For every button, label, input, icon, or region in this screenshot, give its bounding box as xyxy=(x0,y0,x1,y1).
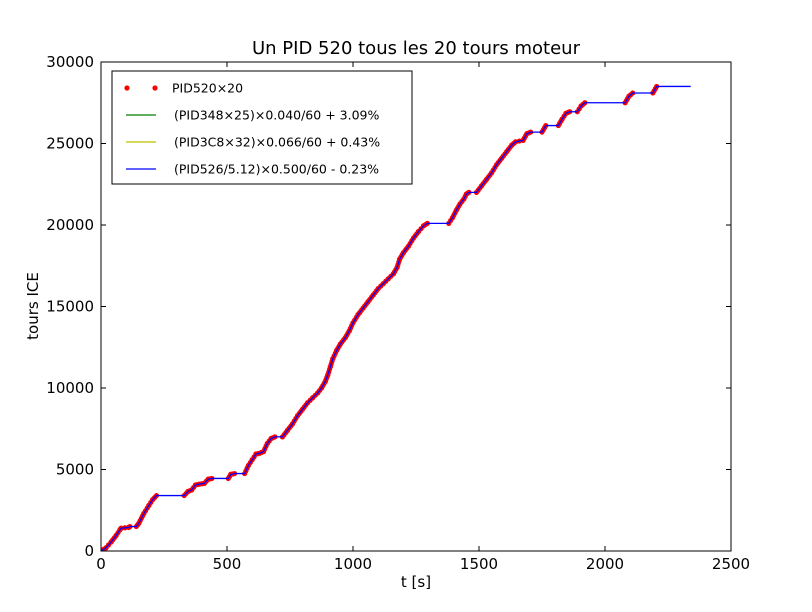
legend-entry: (PID3C8×32)×0.066/60 + 0.43% xyxy=(126,135,380,150)
x-axis-label: t [s] xyxy=(401,573,431,591)
legend: PID520×20 (PID348×25)×0.040/60 + 3.09% (PI… xyxy=(111,70,413,185)
y-tick-label: 15000 xyxy=(46,298,94,316)
y-tick-label: 25000 xyxy=(46,135,94,153)
series-layer xyxy=(101,83,691,551)
x-axis-ticks: 0 500 1000 1500 2000 2500 xyxy=(96,62,750,573)
legend-label: (PID3C8×32)×0.066/60 + 0.43% xyxy=(174,135,380,150)
legend-label: (PID348×25)×0.040/60 + 3.09% xyxy=(174,108,379,123)
y-tick-label: 30000 xyxy=(46,53,94,71)
x-tick-label: 2000 xyxy=(586,555,624,573)
y-tick-label: 10000 xyxy=(46,379,94,397)
x-tick-label: 0 xyxy=(96,555,106,573)
y-tick-label: 5000 xyxy=(56,461,94,479)
legend-box xyxy=(111,70,413,185)
x-tick-label: 1500 xyxy=(460,555,498,573)
series-pid526-line xyxy=(101,85,691,551)
legend-marker xyxy=(152,85,158,91)
legend-entry: PID520×20 xyxy=(124,81,243,96)
x-tick-label: 2500 xyxy=(712,555,750,573)
x-tick-label: 500 xyxy=(213,555,242,573)
legend-label: (PID526/5.12)×0.500/60 - 0.23% xyxy=(174,162,379,177)
legend-marker xyxy=(124,85,130,91)
y-tick-label: 20000 xyxy=(46,216,94,234)
legend-label: PID520×20 xyxy=(172,81,243,96)
y-tick-label: 0 xyxy=(84,542,94,560)
y-axis-ticks: 0 5000 10000 15000 20000 25000 30000 xyxy=(46,53,731,560)
x-tick-label: 1000 xyxy=(334,555,372,573)
legend-entry: (PID526/5.12)×0.500/60 - 0.23% xyxy=(126,162,379,177)
chart-title: Un PID 520 tous les 20 tours moteur xyxy=(252,38,581,59)
y-axis-label: tours ICE xyxy=(24,272,42,340)
legend-entry: (PID348×25)×0.040/60 + 3.09% xyxy=(126,108,379,123)
